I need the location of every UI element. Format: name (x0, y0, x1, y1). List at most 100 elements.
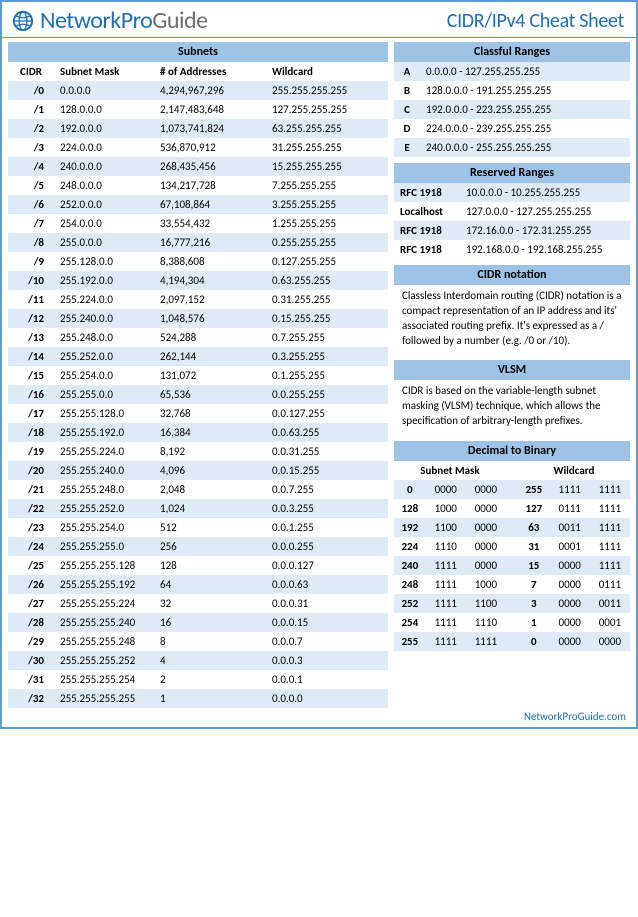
d2b-cell: 3 (518, 594, 550, 613)
d2b-cell: 1111 (590, 537, 630, 556)
subnet-cell: 0.1.255.255 (266, 366, 388, 385)
subnet-cell: /12 (8, 309, 54, 328)
col-addresses: # of Addresses (154, 62, 266, 81)
classful-row: E240.0.0.0 - 255.255.255.255 (394, 138, 630, 157)
subnet-cell: /29 (8, 632, 54, 651)
subnet-cell: /3 (8, 138, 54, 157)
subnet-cell: 252.0.0.0 (54, 195, 154, 214)
subnets-title: Subnets (8, 42, 388, 62)
d2b-cell (506, 499, 518, 518)
subnet-cell: 255.255.255.0 (54, 537, 154, 556)
subnet-cell: /13 (8, 328, 54, 347)
brand-logo: NetworkProGuide (10, 6, 208, 35)
d2b-cell: 0000 (550, 613, 590, 632)
d2b-cell: 1100 (426, 518, 466, 537)
subnet-cell: 255.255.224.0 (54, 442, 154, 461)
subnet-cell: 255.0.0.0 (54, 233, 154, 252)
subnet-cell: 31.255.255.255 (266, 138, 388, 157)
classful-title: Classful Ranges (394, 42, 630, 62)
subnet-cell: /16 (8, 385, 54, 404)
subnet-cell: /31 (8, 670, 54, 689)
d2b-cell: 0011 (590, 594, 630, 613)
subnet-cell: 192.0.0.0 (54, 119, 154, 138)
classful-range: 128.0.0.0 - 191.255.255.255 (420, 81, 630, 100)
subnet-cell: 254.0.0.0 (54, 214, 154, 233)
d2b-cell: 0000 (550, 556, 590, 575)
d2b-row: 25411111110100000001 (394, 613, 630, 632)
d2b-cell (506, 518, 518, 537)
subnet-row: /14255.252.0.0262,1440.3.255.255 (8, 347, 388, 366)
reserved-table: RFC 191810.0.0.0 - 10.255.255.255Localho… (394, 183, 630, 259)
d2b-cell: 255 (518, 480, 550, 499)
subnet-cell: 4 (154, 651, 266, 670)
subnet-cell: 2,147,483,648 (154, 100, 266, 119)
subnet-row: /20255.255.240.04,0960.0.15.255 (8, 461, 388, 480)
d2b-row: 00000000025511111111 (394, 480, 630, 499)
subnet-cell: 65,536 (154, 385, 266, 404)
subnet-cell: 524,288 (154, 328, 266, 347)
subnet-cell: 224.0.0.0 (54, 138, 154, 157)
subnet-cell: 3.255.255.255 (266, 195, 388, 214)
d2b-cell: 128 (394, 499, 426, 518)
subnet-row: /18255.255.192.016,3840.0.63.255 (8, 423, 388, 442)
classful-row: B128.0.0.0 - 191.255.255.255 (394, 81, 630, 100)
brand-text: NetworkProGuide (40, 6, 208, 35)
d2b-row: 240111100001500001111 (394, 556, 630, 575)
d2b-cell (506, 632, 518, 651)
subnet-row: /13255.248.0.0524,2880.7.255.255 (8, 328, 388, 347)
d2b-cell: 1111 (426, 632, 466, 651)
subnet-cell: 255.128.0.0 (54, 252, 154, 271)
subnet-cell: 8,192 (154, 442, 266, 461)
subnet-cell: /28 (8, 613, 54, 632)
d2b-col-wildcard: Wildcard (518, 461, 630, 480)
d2b-cell: 1111 (550, 480, 590, 499)
d2b-cell: 0000 (466, 499, 506, 518)
subnet-cell: 32 (154, 594, 266, 613)
subnet-cell: 240.0.0.0 (54, 157, 154, 176)
cidr-notation-title: CIDR notation (394, 265, 630, 285)
subnet-cell: 0.0.0.31 (266, 594, 388, 613)
subnet-row: /31255.255.255.25420.0.0.1 (8, 670, 388, 689)
subnet-cell: /23 (8, 518, 54, 537)
subnet-cell: 127.255.255.255 (266, 100, 388, 119)
d2b-table: Subnet Mask Wildcard 0000000002551111111… (394, 461, 630, 651)
subnet-cell: /2 (8, 119, 54, 138)
subnet-cell: /5 (8, 176, 54, 195)
d2b-cell: 1111 (590, 518, 630, 537)
subnet-cell: 131,072 (154, 366, 266, 385)
d2b-cell: 1000 (426, 499, 466, 518)
subnet-row: /23255.255.254.05120.0.1.255 (8, 518, 388, 537)
classful-key: C (394, 100, 420, 119)
d2b-cell: 15 (518, 556, 550, 575)
subnet-cell: /24 (8, 537, 54, 556)
subnet-row: /22255.255.252.01,0240.0.3.255 (8, 499, 388, 518)
reserved-key: Localhost (394, 202, 460, 221)
subnet-cell: 255.255.255.255 (266, 81, 388, 100)
d2b-cell: 1110 (426, 537, 466, 556)
subnet-cell: 1 (154, 689, 266, 708)
subnet-cell: 0.0.255.255 (266, 385, 388, 404)
subnet-cell: 0.0.0.63 (266, 575, 388, 594)
subnet-cell: 255.254.0.0 (54, 366, 154, 385)
subnet-cell: 1,024 (154, 499, 266, 518)
subnet-cell: 16,384 (154, 423, 266, 442)
d2b-cell: 1111 (590, 480, 630, 499)
subnet-cell: 255.255.255.254 (54, 670, 154, 689)
subnet-cell: 1.255.255.255 (266, 214, 388, 233)
reserved-key: RFC 1918 (394, 240, 460, 259)
d2b-cell: 31 (518, 537, 550, 556)
subnet-cell: 134,217,728 (154, 176, 266, 195)
reserved-title: Reserved Ranges (394, 163, 630, 183)
reserved-range: 172.16.0.0 - 172.31.255.255 (460, 221, 630, 240)
subnet-row: /10255.192.0.04,194,3040.63.255.255 (8, 271, 388, 290)
subnet-cell: 4,096 (154, 461, 266, 480)
d2b-cell (506, 613, 518, 632)
subnet-cell: 255.255.255.224 (54, 594, 154, 613)
subnet-cell: 0.0.0.0 (266, 689, 388, 708)
subnet-row: /27255.255.255.224320.0.0.31 (8, 594, 388, 613)
d2b-cell: 1110 (466, 613, 506, 632)
subnet-row: /24255.255.255.02560.0.0.255 (8, 537, 388, 556)
subnet-cell: 7.255.255.255 (266, 176, 388, 195)
d2b-cell: 255 (394, 632, 426, 651)
d2b-cell: 0001 (590, 613, 630, 632)
